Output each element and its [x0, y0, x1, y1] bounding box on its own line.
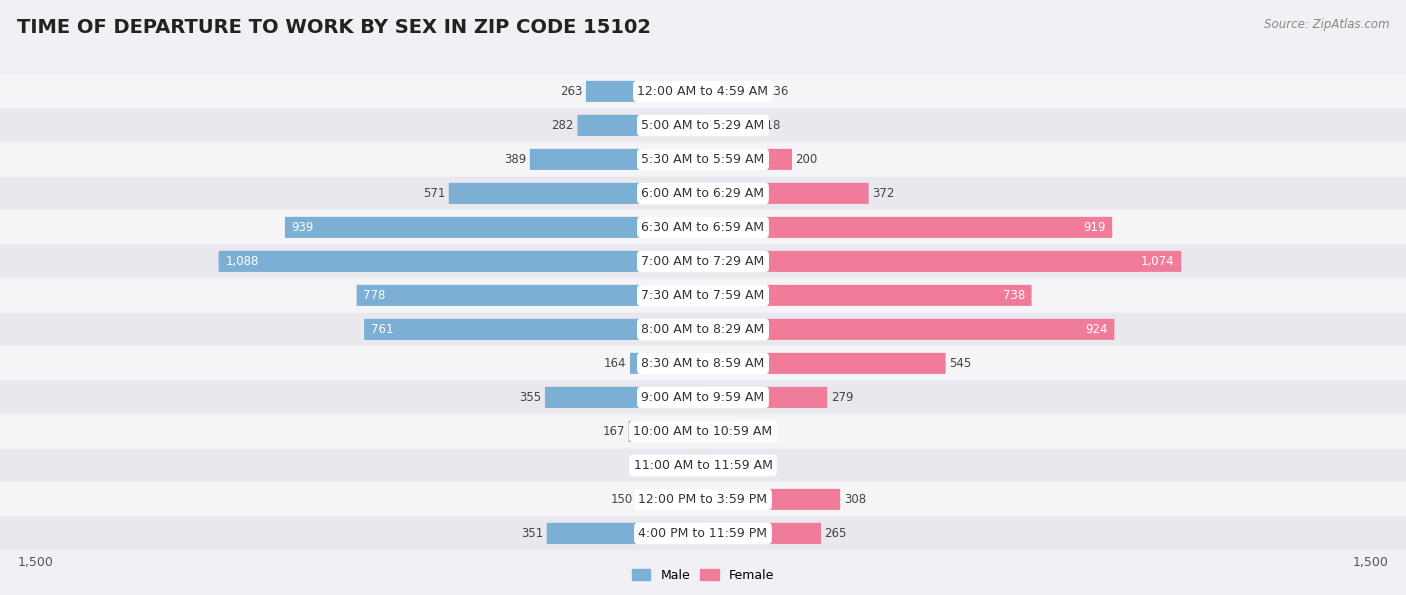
- Text: 1,088: 1,088: [225, 255, 259, 268]
- FancyBboxPatch shape: [0, 381, 1406, 414]
- Text: 308: 308: [844, 493, 866, 506]
- FancyBboxPatch shape: [703, 251, 1181, 272]
- Text: 12:00 PM to 3:59 PM: 12:00 PM to 3:59 PM: [638, 493, 768, 506]
- Text: 351: 351: [520, 527, 543, 540]
- FancyBboxPatch shape: [0, 279, 1406, 312]
- FancyBboxPatch shape: [0, 313, 1406, 346]
- FancyBboxPatch shape: [0, 143, 1406, 176]
- FancyBboxPatch shape: [578, 115, 703, 136]
- Text: 11:00 AM to 11:59 AM: 11:00 AM to 11:59 AM: [634, 459, 772, 472]
- Text: 279: 279: [831, 391, 853, 404]
- FancyBboxPatch shape: [703, 81, 763, 102]
- FancyBboxPatch shape: [0, 75, 1406, 108]
- Text: 939: 939: [291, 221, 314, 234]
- FancyBboxPatch shape: [703, 217, 1112, 238]
- FancyBboxPatch shape: [0, 483, 1406, 516]
- FancyBboxPatch shape: [703, 455, 714, 476]
- Text: 5:30 AM to 5:59 AM: 5:30 AM to 5:59 AM: [641, 153, 765, 166]
- FancyBboxPatch shape: [449, 183, 703, 204]
- Text: 545: 545: [949, 357, 972, 370]
- FancyBboxPatch shape: [364, 319, 703, 340]
- FancyBboxPatch shape: [703, 421, 737, 442]
- Text: 1,074: 1,074: [1140, 255, 1174, 268]
- FancyBboxPatch shape: [0, 449, 1406, 482]
- FancyBboxPatch shape: [0, 517, 1406, 550]
- Text: 571: 571: [423, 187, 446, 200]
- FancyBboxPatch shape: [703, 387, 827, 408]
- Text: 31: 31: [671, 459, 686, 472]
- FancyBboxPatch shape: [586, 81, 703, 102]
- Text: 10:00 AM to 10:59 AM: 10:00 AM to 10:59 AM: [634, 425, 772, 438]
- Text: 389: 389: [503, 153, 526, 166]
- FancyBboxPatch shape: [703, 523, 821, 544]
- Text: 9:00 AM to 9:59 AM: 9:00 AM to 9:59 AM: [641, 391, 765, 404]
- FancyBboxPatch shape: [0, 415, 1406, 447]
- FancyBboxPatch shape: [703, 115, 755, 136]
- Text: 136: 136: [768, 85, 790, 98]
- Text: 738: 738: [1002, 289, 1025, 302]
- Text: 7:30 AM to 7:59 AM: 7:30 AM to 7:59 AM: [641, 289, 765, 302]
- Text: 265: 265: [824, 527, 846, 540]
- FancyBboxPatch shape: [0, 211, 1406, 244]
- FancyBboxPatch shape: [703, 149, 792, 170]
- Text: 6:00 AM to 6:29 AM: 6:00 AM to 6:29 AM: [641, 187, 765, 200]
- Text: 200: 200: [796, 153, 818, 166]
- Text: 355: 355: [519, 391, 541, 404]
- FancyBboxPatch shape: [636, 489, 703, 510]
- FancyBboxPatch shape: [530, 149, 703, 170]
- Text: TIME OF DEPARTURE TO WORK BY SEX IN ZIP CODE 15102: TIME OF DEPARTURE TO WORK BY SEX IN ZIP …: [17, 18, 651, 37]
- Text: 924: 924: [1085, 323, 1108, 336]
- Text: 778: 778: [363, 289, 385, 302]
- Text: 150: 150: [610, 493, 633, 506]
- FancyBboxPatch shape: [547, 523, 703, 544]
- Text: 6:30 AM to 6:59 AM: 6:30 AM to 6:59 AM: [641, 221, 765, 234]
- Text: Source: ZipAtlas.com: Source: ZipAtlas.com: [1264, 18, 1389, 31]
- FancyBboxPatch shape: [357, 285, 703, 306]
- FancyBboxPatch shape: [628, 421, 703, 442]
- Text: 282: 282: [551, 119, 574, 132]
- FancyBboxPatch shape: [703, 183, 869, 204]
- FancyBboxPatch shape: [703, 285, 1032, 306]
- Legend: Male, Female: Male, Female: [627, 564, 779, 587]
- Text: 167: 167: [603, 425, 626, 438]
- FancyBboxPatch shape: [689, 455, 703, 476]
- Text: 4:00 PM to 11:59 PM: 4:00 PM to 11:59 PM: [638, 527, 768, 540]
- Text: 12:00 AM to 4:59 AM: 12:00 AM to 4:59 AM: [637, 85, 769, 98]
- Text: 118: 118: [759, 119, 782, 132]
- Text: 5:00 AM to 5:29 AM: 5:00 AM to 5:29 AM: [641, 119, 765, 132]
- Text: 372: 372: [872, 187, 894, 200]
- Text: 919: 919: [1083, 221, 1105, 234]
- FancyBboxPatch shape: [703, 489, 841, 510]
- Text: 8:00 AM to 8:29 AM: 8:00 AM to 8:29 AM: [641, 323, 765, 336]
- Text: 263: 263: [560, 85, 582, 98]
- Text: 26: 26: [718, 459, 733, 472]
- FancyBboxPatch shape: [703, 353, 946, 374]
- FancyBboxPatch shape: [0, 109, 1406, 142]
- Text: 7:00 AM to 7:29 AM: 7:00 AM to 7:29 AM: [641, 255, 765, 268]
- FancyBboxPatch shape: [546, 387, 703, 408]
- FancyBboxPatch shape: [0, 177, 1406, 209]
- Text: 164: 164: [605, 357, 627, 370]
- FancyBboxPatch shape: [218, 251, 703, 272]
- Text: 77: 77: [741, 425, 756, 438]
- FancyBboxPatch shape: [630, 353, 703, 374]
- Text: 761: 761: [371, 323, 394, 336]
- FancyBboxPatch shape: [703, 319, 1115, 340]
- FancyBboxPatch shape: [285, 217, 703, 238]
- FancyBboxPatch shape: [0, 245, 1406, 278]
- Text: 8:30 AM to 8:59 AM: 8:30 AM to 8:59 AM: [641, 357, 765, 370]
- FancyBboxPatch shape: [0, 347, 1406, 380]
